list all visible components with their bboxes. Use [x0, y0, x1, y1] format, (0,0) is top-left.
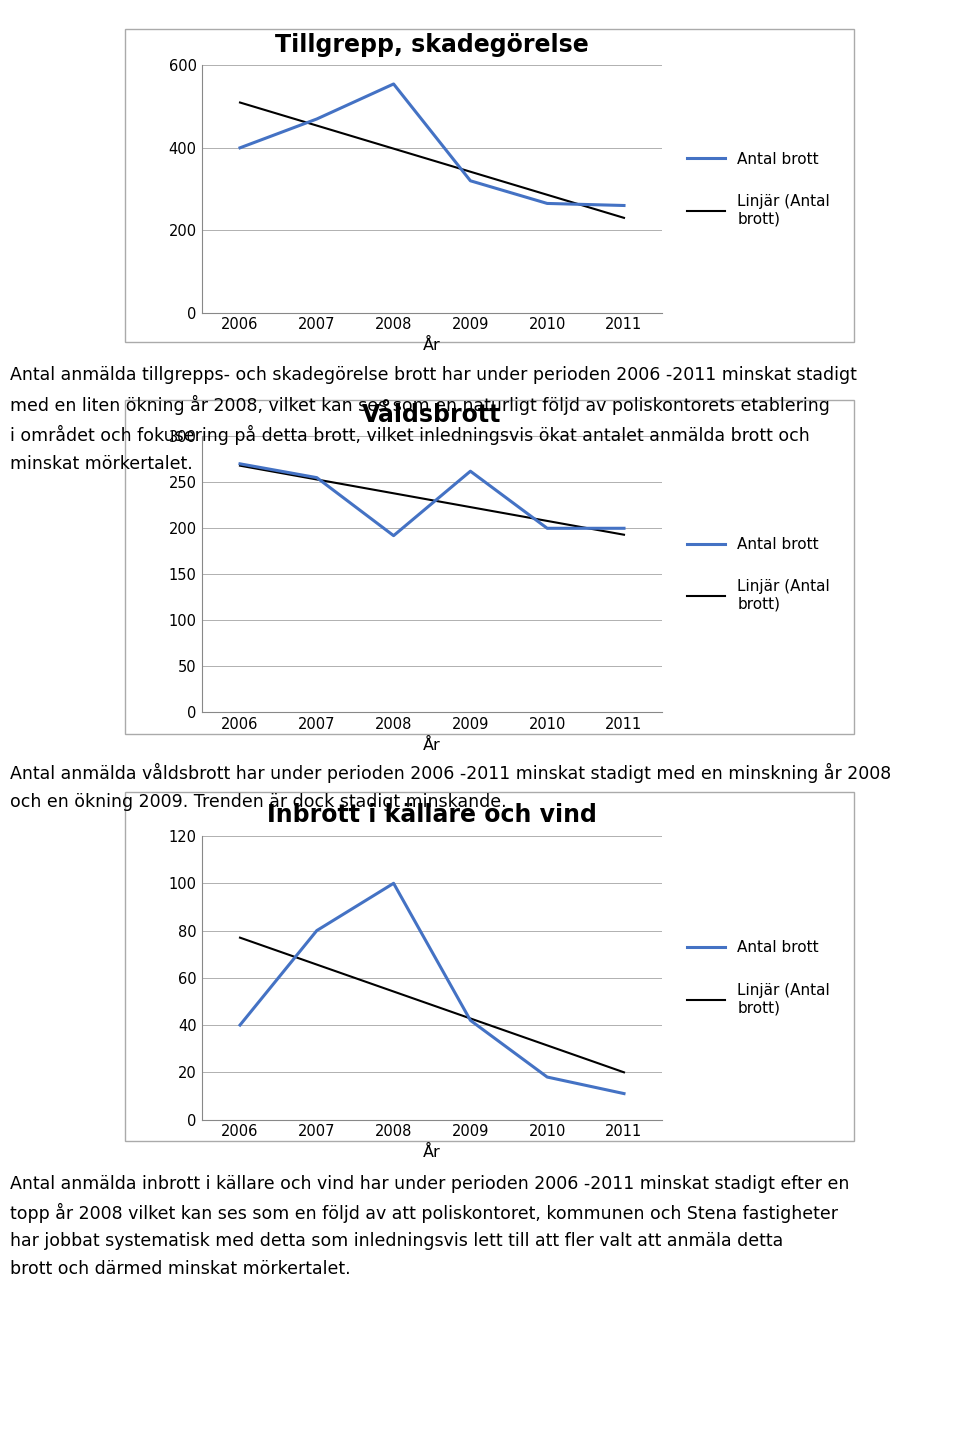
- Title: Våldsbrott: Våldsbrott: [362, 403, 502, 427]
- X-axis label: År: År: [423, 1144, 441, 1160]
- Text: Antal anmälda våldsbrott har under perioden 2006 -2011 minskat stadigt med en mi: Antal anmälda våldsbrott har under perio…: [10, 763, 891, 810]
- Legend: Antal brott, Linjär (Antal
brott): Antal brott, Linjär (Antal brott): [681, 145, 836, 233]
- X-axis label: År: År: [423, 337, 441, 353]
- Title: Inbrott i källare och vind: Inbrott i källare och vind: [267, 803, 597, 827]
- Legend: Antal brott, Linjär (Antal
brott): Antal brott, Linjär (Antal brott): [681, 531, 836, 618]
- Text: Antal anmälda inbrott i källare och vind har under perioden 2006 -2011 minskat s: Antal anmälda inbrott i källare och vind…: [10, 1175, 849, 1278]
- Text: Antal anmälda tillgrepps- och skadegörelse brott har under perioden 2006 -2011 m: Antal anmälda tillgrepps- och skadegörel…: [10, 366, 856, 473]
- Legend: Antal brott, Linjär (Antal
brott): Antal brott, Linjär (Antal brott): [681, 935, 836, 1021]
- Title: Tillgrepp, skadegörelse: Tillgrepp, skadegörelse: [276, 32, 588, 57]
- X-axis label: År: År: [423, 737, 441, 753]
